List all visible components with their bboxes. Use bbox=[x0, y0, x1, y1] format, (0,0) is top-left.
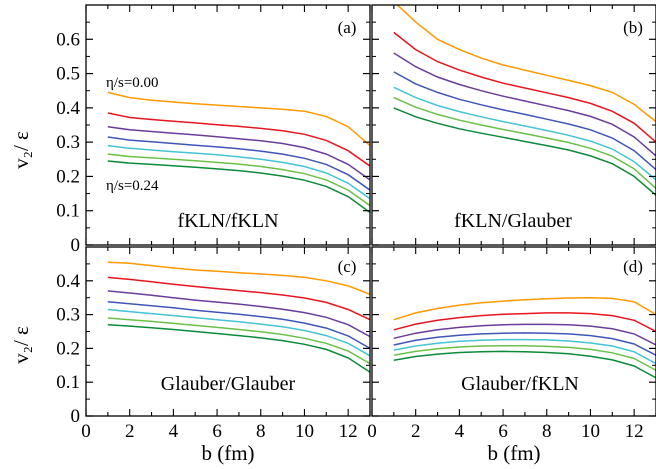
y-tick-label: 0.6 bbox=[56, 29, 80, 50]
series-line-7 bbox=[107, 323, 370, 373]
series-group bbox=[107, 261, 370, 373]
series-line-1 bbox=[107, 91, 370, 147]
series-line-5 bbox=[393, 338, 656, 365]
x-tick-label: 2 bbox=[411, 421, 421, 442]
series-line-2 bbox=[107, 276, 370, 321]
x-tick-label: 12 bbox=[625, 421, 644, 442]
series-line-3 bbox=[393, 52, 656, 157]
series-group bbox=[393, 296, 656, 379]
y-axis-title-bottom: v₂/ ε bbox=[9, 326, 33, 364]
panel-name: fKLN/Glauber bbox=[454, 210, 572, 232]
series-line-6 bbox=[107, 317, 370, 365]
series-group bbox=[393, 5, 656, 196]
series-line-7 bbox=[393, 107, 656, 196]
panel-tag: (d) bbox=[623, 257, 643, 276]
x-tick-label: 10 bbox=[295, 421, 314, 442]
series-line-6 bbox=[393, 96, 656, 189]
series-line-2 bbox=[393, 312, 656, 333]
eta-label-top: η/s=0.00 bbox=[106, 75, 159, 91]
x-tick-label: 0 bbox=[81, 421, 91, 442]
panel-name: Glauber/Glauber bbox=[161, 373, 296, 395]
x-tick-label: 0 bbox=[367, 421, 377, 442]
y-tick-label: 0.4 bbox=[56, 271, 80, 292]
series-line-6 bbox=[107, 153, 370, 207]
series-line-7 bbox=[107, 160, 370, 214]
y-tick-label: 0.2 bbox=[56, 338, 80, 359]
x-tick-label: 6 bbox=[498, 421, 508, 442]
series-line-1 bbox=[107, 261, 370, 295]
y-tick-label: 0.5 bbox=[56, 64, 80, 85]
panel-a: 0 0.1 0.2 0.3 0.4 0.5 0.6 (a) fKLN/fKLN bbox=[56, 4, 371, 256]
x-axis-title-right: b (fm) bbox=[487, 441, 540, 465]
series-line-3 bbox=[107, 125, 370, 181]
x-tick-label: 2 bbox=[125, 421, 135, 442]
series-line-3 bbox=[107, 290, 370, 338]
series-line-5 bbox=[107, 144, 370, 200]
x-tick-label: 6 bbox=[212, 421, 222, 442]
x-tick-label: 8 bbox=[256, 421, 266, 442]
series-group bbox=[107, 91, 370, 214]
panel-tag: (a) bbox=[338, 18, 357, 37]
x-tick-label: 10 bbox=[581, 421, 600, 442]
panel-b: (b) fKLN/Glauber bbox=[371, 4, 656, 246]
panel-d: 0 2 4 6 8 10 12 (d) Glauber/fKLN bbox=[367, 246, 656, 442]
y-tick-label: 0.1 bbox=[56, 372, 80, 393]
series-line-5 bbox=[107, 308, 370, 357]
y-tick-label: 0 bbox=[71, 406, 81, 427]
series-line-4 bbox=[393, 332, 656, 356]
x-tick-label: 12 bbox=[339, 421, 358, 442]
series-line-6 bbox=[393, 344, 656, 372]
x-tick-label: 4 bbox=[455, 421, 465, 442]
x-tick-label: 8 bbox=[542, 421, 552, 442]
panel-tag: (b) bbox=[623, 18, 643, 37]
eta-label-bottom: η/s=0.24 bbox=[106, 178, 159, 194]
series-line-4 bbox=[107, 301, 370, 350]
plot-area: 0 0.1 0.2 0.3 0.4 0.5 0.6 (a) fKLN/fKLN (b) fKLN/G… bbox=[56, 4, 656, 442]
series-line-5 bbox=[393, 86, 656, 181]
panel-tag: (c) bbox=[338, 257, 357, 276]
panel-name: Glauber/fKLN bbox=[461, 373, 579, 395]
series-line-2 bbox=[107, 112, 370, 167]
series-line-1 bbox=[393, 296, 656, 321]
y-tick-label: 0 bbox=[71, 235, 81, 256]
series-line-4 bbox=[107, 136, 370, 191]
y-tick-label: 0.4 bbox=[56, 98, 80, 119]
y-tick-label: 0.2 bbox=[56, 166, 80, 187]
series-line-7 bbox=[393, 350, 656, 379]
series-line-4 bbox=[393, 71, 656, 171]
x-axis-title-left: b (fm) bbox=[201, 441, 254, 465]
series-line-3 bbox=[393, 323, 656, 346]
series-line-1 bbox=[396, 5, 656, 123]
x-tick-label: 4 bbox=[169, 421, 179, 442]
series-line-2 bbox=[393, 31, 656, 143]
panel-c: 0 0.1 0.2 0.3 0.4 0 2 4 6 8 10 12 (c) Glauber/Glauber bbox=[56, 246, 371, 442]
panel-name: fKLN/fKLN bbox=[177, 210, 278, 232]
y-tick-label: 0.3 bbox=[56, 132, 80, 153]
y-tick-label: 0.1 bbox=[56, 201, 80, 222]
y-tick-label: 0.3 bbox=[56, 305, 80, 326]
y-axis-title-top: v₂/ ε bbox=[9, 131, 33, 169]
